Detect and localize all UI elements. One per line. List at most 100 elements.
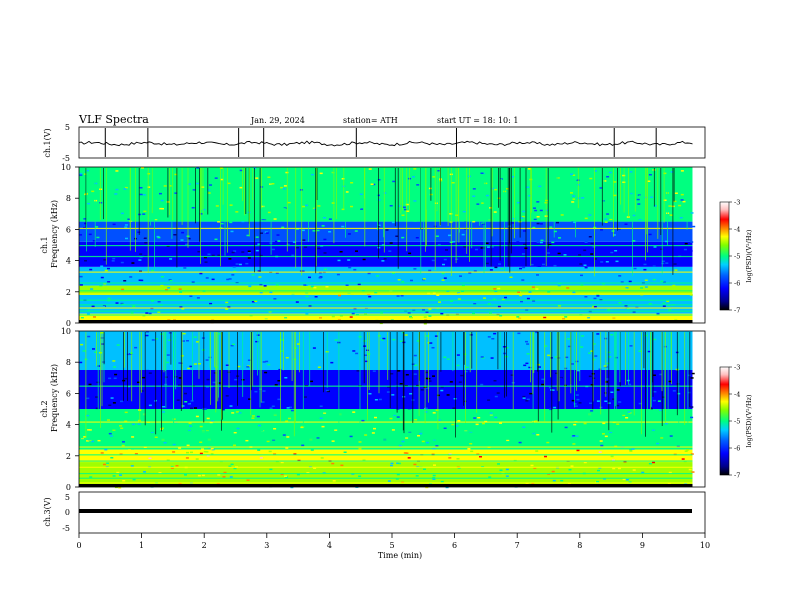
psd-cell	[652, 461, 655, 464]
psd-cell	[280, 186, 284, 189]
line-1.3khz	[79, 466, 693, 468]
time-tick-label-5: 5	[389, 541, 394, 550]
psd-cell	[313, 208, 317, 210]
psd-cell	[187, 214, 190, 217]
psd-cell	[291, 254, 295, 257]
psd-cell	[214, 177, 218, 179]
ch1-spectrogram-cells	[79, 167, 696, 325]
psd-cell	[350, 182, 354, 184]
psd-cell	[522, 395, 526, 398]
psd-cell	[572, 291, 576, 294]
psd-cell	[80, 343, 84, 346]
psd-cell	[291, 409, 294, 412]
psd-cell	[568, 213, 572, 216]
psd-cell	[448, 453, 452, 455]
psd-cell	[171, 184, 175, 187]
psd-cell	[416, 184, 420, 186]
psd-cell	[539, 223, 543, 225]
psd-cell	[201, 474, 205, 477]
psd-cell	[388, 311, 392, 314]
psd-cell	[328, 218, 332, 220]
psd-cell	[499, 314, 503, 317]
psd-cell	[167, 208, 171, 211]
psd-cell	[219, 461, 223, 464]
psd-cell	[225, 308, 229, 310]
psd-cell	[224, 188, 228, 191]
psd-cell	[485, 194, 489, 197]
ch1-voltage-trace	[78, 140, 693, 147]
psd-cell	[368, 393, 372, 395]
psd-cell	[570, 192, 573, 194]
psd-cell	[162, 406, 166, 408]
psd-cell	[676, 420, 680, 422]
psd-cell	[285, 357, 289, 359]
psd-cell	[83, 227, 86, 229]
psd-cell	[187, 402, 191, 405]
ch2-frequency-ylabel: Frequency (kHz)	[50, 364, 59, 432]
psd-cell	[387, 480, 391, 482]
psd-cell	[210, 453, 214, 455]
psd-cell	[222, 279, 226, 281]
psd-cell	[313, 286, 317, 289]
ch2-spectrogram-cells	[79, 331, 695, 489]
psd-cell	[318, 277, 322, 279]
psd-cell	[257, 449, 261, 451]
psd-cell	[228, 465, 232, 468]
psd-cell	[151, 419, 155, 421]
psd-cell	[126, 353, 130, 356]
psd-cell	[604, 435, 608, 438]
psd-cell	[570, 465, 574, 467]
psd-cell	[534, 171, 537, 173]
psd-cell	[189, 425, 192, 427]
psd-cell	[668, 277, 672, 280]
psd-cell	[262, 361, 266, 363]
psd-cell	[543, 316, 547, 319]
psd-cell	[136, 448, 140, 450]
psd-cell	[148, 372, 152, 374]
psd-cell	[526, 398, 530, 401]
psd-cell	[604, 366, 608, 368]
psd-cell	[393, 414, 397, 416]
psd-cell	[521, 215, 525, 218]
psd-cell	[354, 445, 358, 447]
psd-cell	[622, 250, 626, 253]
psd-cell	[631, 448, 635, 450]
psd-cell	[566, 338, 570, 340]
psd-cell	[501, 198, 505, 201]
psd-cell	[251, 417, 255, 419]
psd-cell	[151, 301, 155, 304]
psd-cell	[506, 418, 510, 421]
psd-cell	[278, 217, 282, 219]
psd-cell	[197, 250, 201, 253]
psd-cell	[343, 451, 347, 453]
psd-cell	[118, 487, 122, 489]
station-label: station= ATH	[343, 116, 398, 125]
psd-cell	[277, 380, 281, 382]
psd-cell	[131, 262, 135, 264]
psd-cell	[530, 263, 534, 266]
psd-cell	[195, 458, 199, 460]
psd-cell	[538, 376, 542, 378]
psd-cell	[517, 291, 521, 293]
psd-cell	[151, 269, 155, 272]
psd-cell	[193, 428, 197, 430]
psd-cell	[391, 203, 395, 206]
psd-cell	[232, 266, 236, 268]
date-label: Jan. 29, 2024	[250, 116, 305, 125]
psd-cell	[172, 418, 176, 420]
psd-cell	[648, 233, 652, 236]
psd-cell	[620, 281, 624, 283]
psd-cell	[258, 277, 262, 280]
psd-cell	[206, 455, 210, 457]
psd-cell	[115, 188, 119, 191]
psd-cell	[104, 269, 108, 272]
line-2.6khz	[79, 282, 693, 284]
psd-cell	[582, 332, 586, 334]
psd-cell	[351, 170, 355, 172]
psd-cell	[344, 347, 348, 349]
psd-cell	[628, 383, 632, 386]
psd-cell	[310, 285, 314, 288]
psd-cell	[142, 213, 146, 215]
psd-cell	[523, 243, 527, 246]
psd-cell	[641, 471, 645, 474]
